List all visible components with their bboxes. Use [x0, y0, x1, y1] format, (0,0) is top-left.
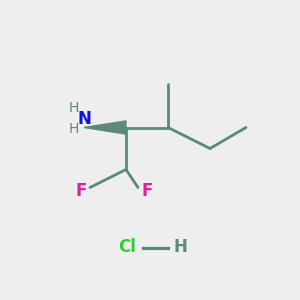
Polygon shape — [84, 121, 126, 134]
Text: F: F — [141, 182, 153, 200]
Text: N: N — [77, 110, 91, 128]
Text: Cl: Cl — [118, 238, 136, 256]
Text: F: F — [75, 182, 87, 200]
Text: H: H — [173, 238, 187, 256]
Text: H: H — [68, 122, 79, 136]
Text: H: H — [68, 101, 79, 115]
